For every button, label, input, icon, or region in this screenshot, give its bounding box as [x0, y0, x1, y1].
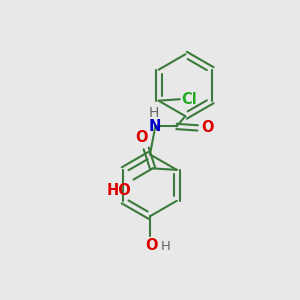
- Text: O: O: [201, 120, 214, 135]
- Text: Cl: Cl: [181, 92, 197, 107]
- Text: H: H: [148, 106, 159, 120]
- Text: O: O: [136, 130, 148, 146]
- Text: H: H: [160, 240, 170, 253]
- Text: O: O: [145, 238, 158, 253]
- Text: N: N: [149, 119, 161, 134]
- Text: HO: HO: [106, 183, 131, 198]
